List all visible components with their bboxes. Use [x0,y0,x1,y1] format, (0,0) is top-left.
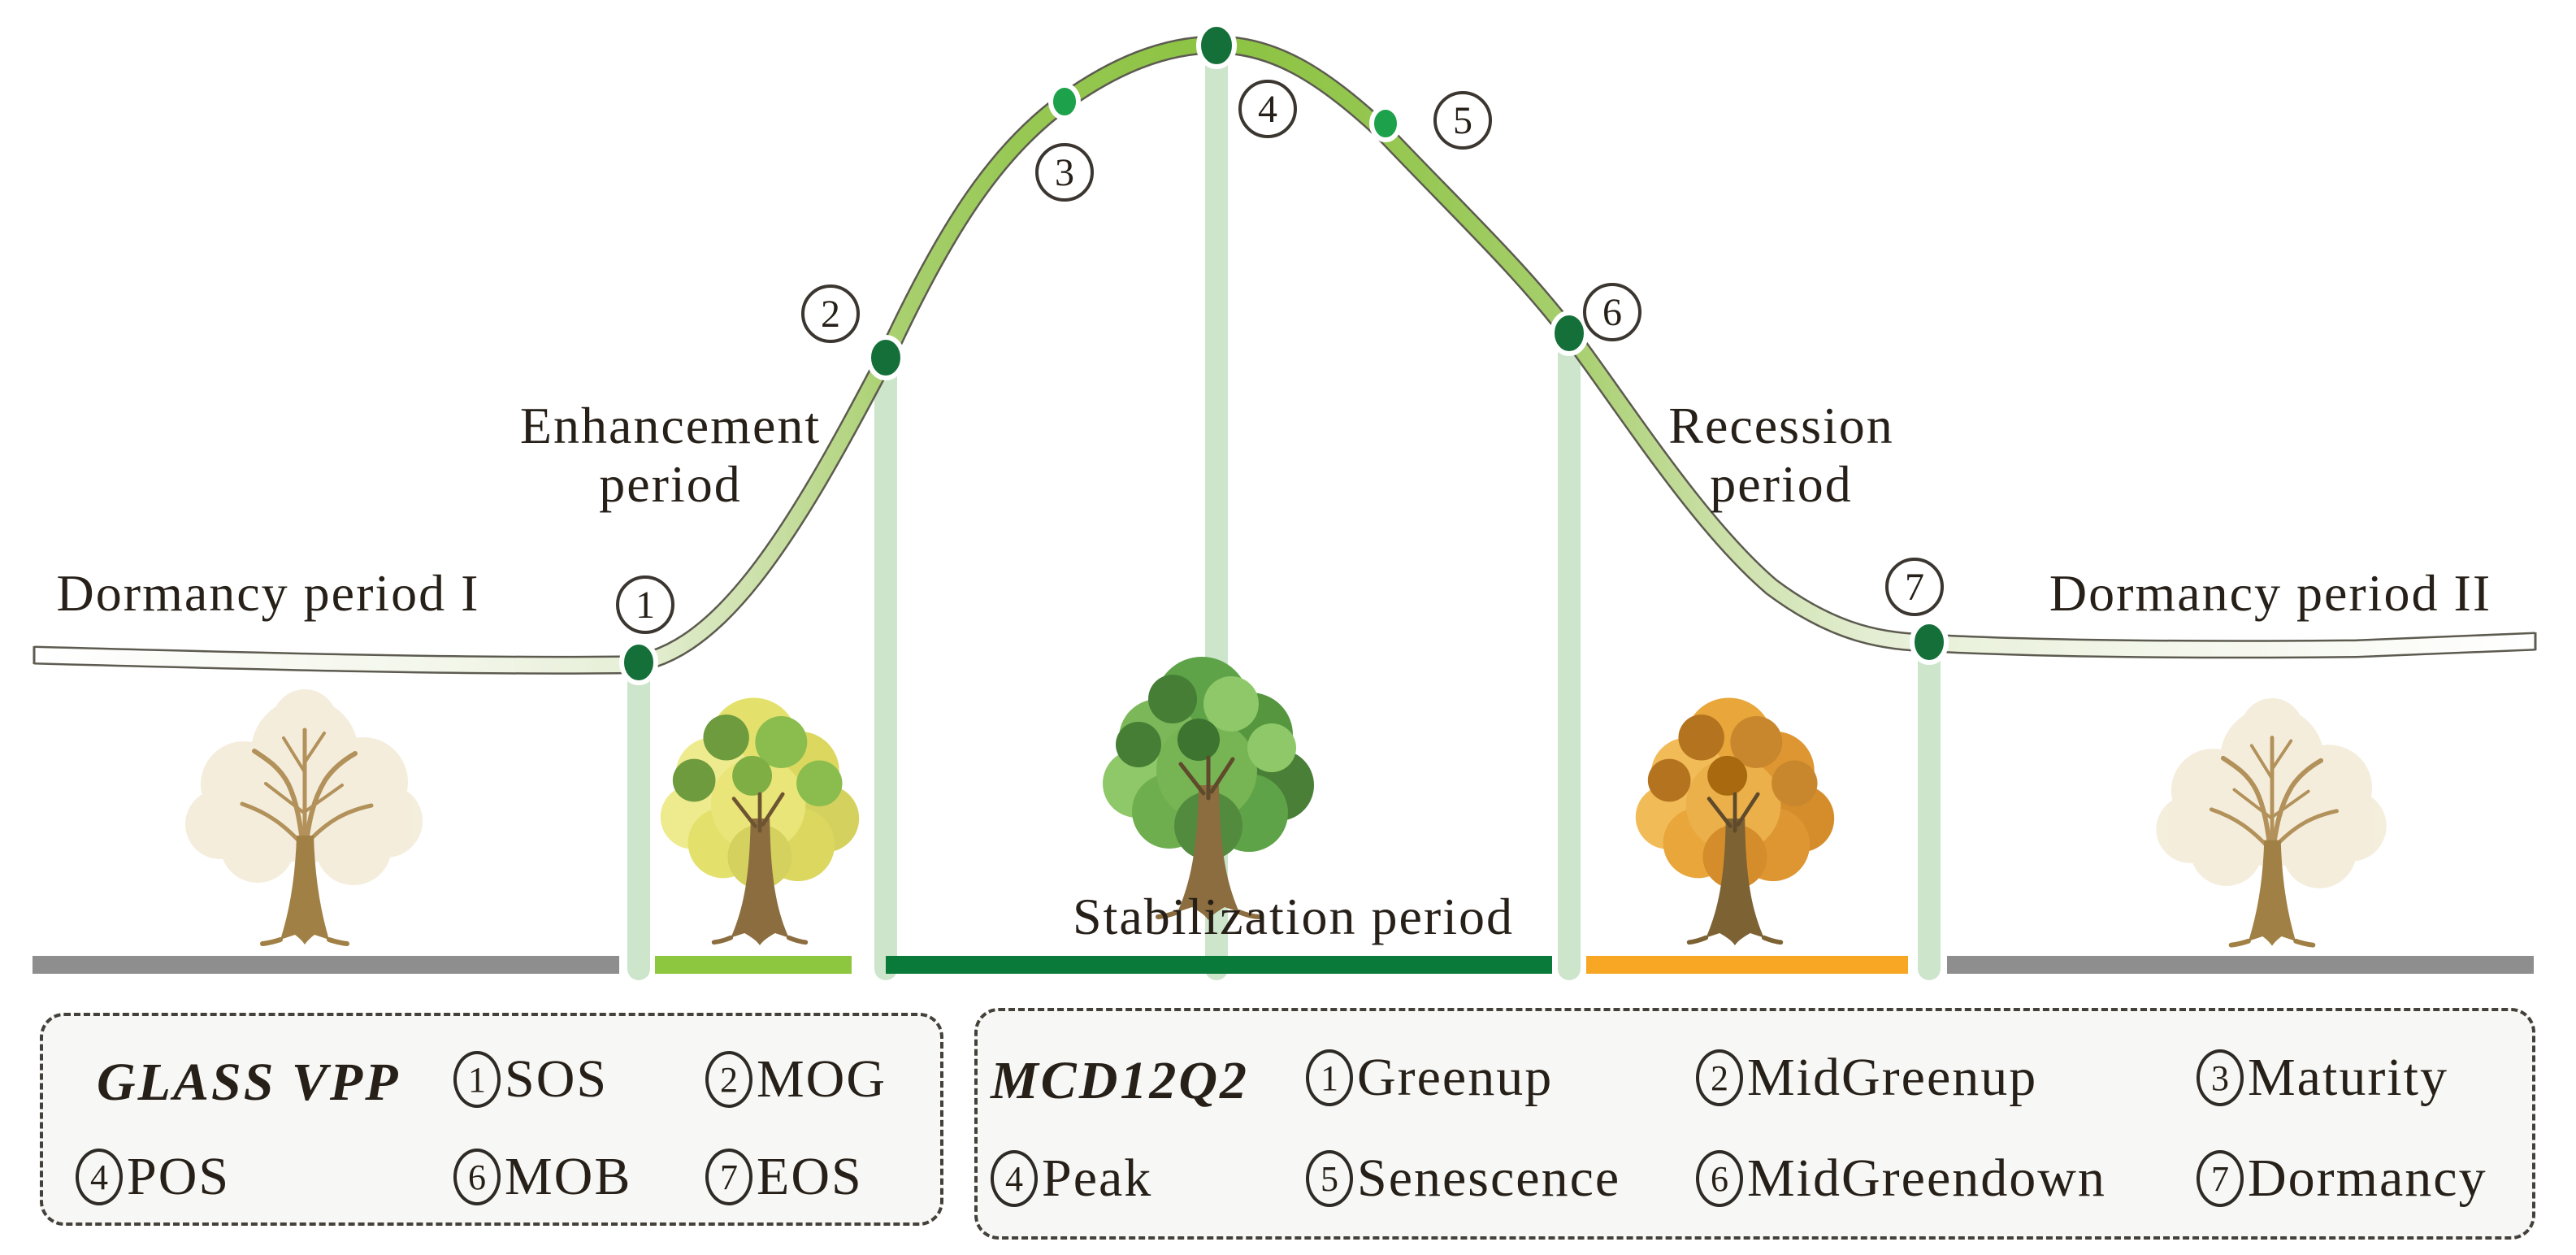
point-label-2: 2 [801,284,860,343]
point-label-5: 5 [1433,91,1492,150]
point-dot-7 [1910,619,1949,665]
timeline-bars [33,956,2534,974]
point-label-4: 4 [1238,80,1297,138]
drop-line-6 [1558,333,1581,980]
legend-item-senescence: 5 Senescence [1306,1140,1620,1218]
legend-num-greenup: 1 [1306,1049,1353,1106]
drop-line-7 [1918,642,1941,980]
point-dot-4 [1196,22,1237,69]
label-dormancy-period-1: Dormancy period I [56,564,480,622]
tree-summer [1103,657,1314,920]
legend-glass-vpp: GLASS VPP 1 SOS 2 MOG 4 POS 6 MOB 7 EOS [40,1013,943,1226]
legend-item-sos: 1 SOS [453,1040,608,1118]
drop-line-1 [627,662,650,980]
legend-item-pos: 4 POS [76,1138,230,1216]
legend-mcd12q2: MCD12Q2 1 Greenup 2 MidGreenup 3 Maturit… [974,1008,2535,1240]
legend-num-dormancy: 7 [2197,1150,2244,1207]
point-dot-1 [619,640,658,685]
legend-item-maturity: 3 Maturity [2197,1039,2448,1117]
legend-num-midgreendown: 6 [1696,1150,1743,1207]
tree-spring [660,697,860,946]
label-recession-period: Recession period [1668,397,1894,513]
point-label-3: 3 [1035,143,1094,202]
legend-item-mob: 6 MOB [453,1138,631,1216]
legend-item-midgreenup: 2 MidGreenup [1696,1039,2037,1117]
legend-num-1: 1 [453,1051,501,1108]
legend-item-dormancy: 7 Dormancy [2197,1140,2487,1218]
legend-item-eos: 7 EOS [705,1138,863,1216]
point-label-1: 1 [616,575,674,634]
point-label-6: 6 [1583,283,1641,341]
legend-num-4: 4 [76,1149,123,1205]
bar-stabilization [886,956,1552,974]
point-dot-5 [1369,105,1402,142]
tree-winter-1 [185,689,423,945]
point-dot-3 [1048,83,1081,120]
tree-winter-2 [2156,698,2386,946]
bar-recession [1586,956,1908,974]
legend-num-midgreenup: 2 [1696,1049,1743,1106]
legend-num-6: 6 [453,1149,501,1205]
point-dot-2 [866,335,905,380]
tree-autumn [1635,697,1835,946]
point-dot-6 [1550,310,1589,356]
legend-item-peak: 4 Peak [991,1140,1152,1218]
label-enhancement-period: Enhancement period [519,397,822,513]
bar-dormancy-1 [33,956,619,974]
legend-num-7: 7 [705,1149,752,1205]
legend-glass-vpp-title: GLASS VPP [97,1053,401,1112]
bar-enhancement [655,956,852,974]
legend-mcd12q2-title: MCD12Q2 [991,1051,1250,1110]
point-label-7: 7 [1885,558,1944,616]
label-dormancy-period-2: Dormancy period II [2049,564,2492,622]
legend-item-greenup: 1 Greenup [1306,1039,1553,1117]
label-stabilization-period: Stabilization period [1073,888,1514,945]
legend-item-midgreendown: 6 MidGreendown [1696,1140,2106,1218]
legend-num-peak: 4 [991,1150,1038,1207]
bar-dormancy-2 [1947,956,2534,974]
legend-num-senescence: 5 [1306,1150,1353,1207]
drop-line-2 [874,358,897,980]
legend-num-maturity: 3 [2197,1049,2244,1106]
legend-num-2: 2 [705,1051,752,1108]
legend-item-mog: 2 MOG [705,1040,887,1118]
transition-points [619,22,1949,685]
